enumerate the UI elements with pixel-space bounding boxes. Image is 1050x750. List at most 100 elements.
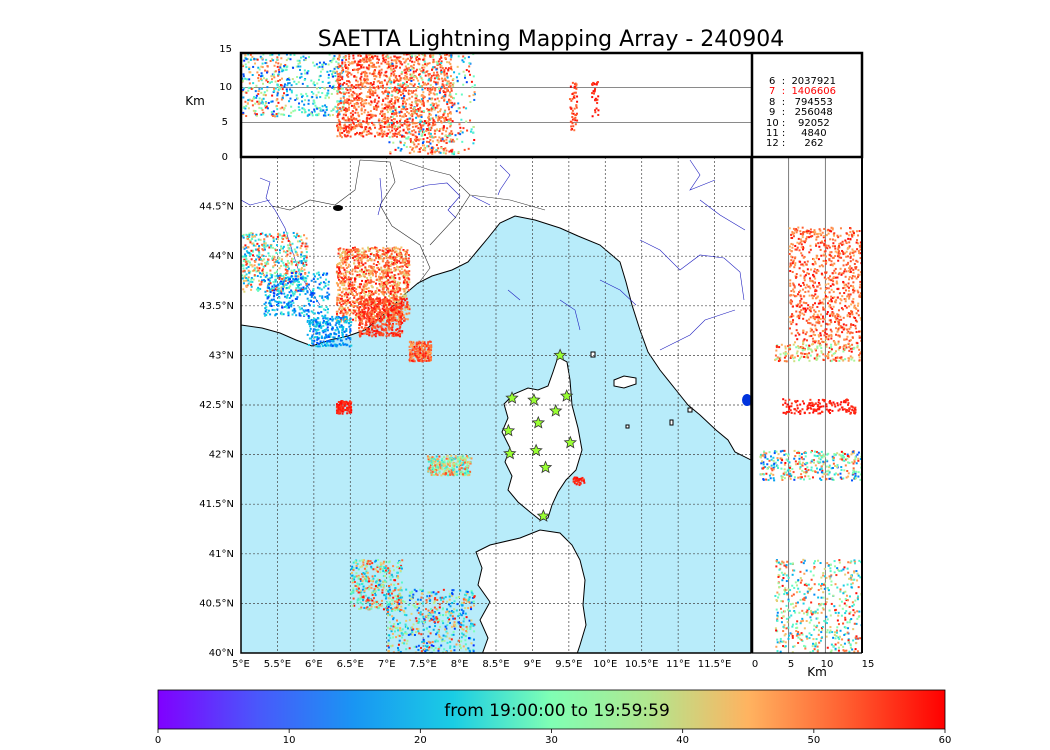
lightning-source	[386, 283, 389, 286]
altitude-source	[387, 95, 390, 98]
altitude-source	[327, 96, 330, 99]
lightning-source	[367, 255, 370, 258]
lightning-source	[306, 245, 309, 248]
altitude-source	[244, 107, 247, 110]
altitude-source	[436, 71, 439, 74]
lightning-source	[325, 323, 328, 326]
lightning-source	[350, 344, 353, 347]
lightning-source	[245, 284, 248, 287]
altitude-source	[393, 55, 396, 58]
altitude-source	[356, 64, 359, 67]
lightning-source	[311, 311, 314, 314]
altitude-source	[327, 89, 330, 92]
altitude-source	[276, 58, 279, 61]
altitude-source	[374, 126, 377, 129]
altitude-source	[402, 135, 405, 138]
altitude-source	[324, 63, 327, 66]
altitude-source	[377, 72, 380, 75]
altitude-source	[377, 100, 380, 103]
altitude-source	[431, 86, 434, 89]
altitude-source	[461, 131, 464, 134]
lightning-source	[246, 284, 249, 287]
lightning-source	[390, 260, 393, 263]
lightning-source	[311, 292, 314, 295]
altitude-source	[412, 84, 415, 87]
altitude-source	[570, 120, 573, 123]
altitude-source	[418, 54, 421, 57]
altitude-source	[310, 90, 313, 93]
altitude-source	[355, 84, 358, 87]
altitude-source	[414, 110, 417, 113]
lightning-source	[343, 308, 346, 311]
altitude-source	[409, 73, 412, 76]
lightning-source	[267, 258, 270, 261]
lightning-source	[391, 317, 394, 320]
altitude-source	[271, 53, 274, 56]
altitude-source	[409, 59, 412, 62]
lightning-source	[408, 305, 411, 308]
lightning-source	[310, 291, 313, 294]
altitude-source	[338, 83, 341, 86]
lightning-source	[285, 286, 288, 289]
altitude-source	[327, 73, 330, 76]
lightning-source	[374, 282, 377, 285]
lightning-source	[284, 251, 287, 254]
altitude-source	[419, 129, 422, 132]
lightning-source	[360, 251, 363, 254]
altitude-source	[384, 121, 387, 124]
lightning-source	[242, 264, 245, 267]
lightning-source	[322, 273, 325, 276]
altitude-source	[395, 60, 398, 63]
lightning-source	[400, 265, 403, 268]
lightning-source	[364, 262, 367, 265]
altitude-source	[338, 113, 341, 116]
lightning-source	[357, 251, 360, 254]
altitude-source	[267, 101, 270, 104]
lightning-source	[321, 314, 324, 317]
lightning-source	[351, 292, 354, 295]
altitude-source	[368, 66, 371, 69]
altitude-source	[399, 149, 402, 152]
lightning-source	[314, 325, 317, 328]
altitude-source	[441, 116, 444, 119]
altitude-source	[339, 133, 342, 136]
altitude-source	[357, 83, 360, 86]
lightning-source	[399, 326, 402, 328]
altitude-source	[398, 89, 401, 92]
altitude-source	[272, 74, 275, 77]
altitude-source	[447, 135, 450, 138]
lightning-source	[263, 242, 266, 245]
lightning-source	[318, 342, 321, 345]
altitude-source	[593, 83, 596, 86]
lightning-source	[282, 261, 285, 264]
altitude-source	[393, 89, 396, 92]
lightning-source	[341, 251, 344, 254]
altitude-source	[414, 101, 417, 104]
lightning-source	[294, 236, 297, 239]
lightning-source	[404, 280, 407, 283]
altitude-source	[425, 130, 428, 133]
lightning-source	[254, 239, 257, 242]
lightning-source	[348, 250, 351, 253]
lightning-source	[368, 312, 371, 315]
altitude-source	[377, 96, 380, 99]
altitude-source	[418, 108, 421, 111]
lightning-source	[299, 240, 302, 243]
lightning-source	[378, 279, 381, 282]
lightning-source	[304, 245, 307, 248]
lightning-source	[365, 330, 368, 333]
altitude-source	[373, 135, 376, 138]
altitude-source	[339, 85, 342, 88]
lightning-source	[288, 304, 291, 307]
altitude-source	[440, 137, 443, 140]
altitude-source	[387, 66, 390, 69]
lightning-source	[369, 276, 372, 279]
altitude-source	[391, 112, 394, 115]
altitude-source	[244, 100, 247, 103]
lightning-source	[391, 311, 394, 314]
lightning-source	[298, 312, 301, 315]
altitude-source	[473, 93, 476, 96]
altitude-source	[336, 100, 339, 103]
lightning-source	[406, 303, 409, 306]
lightning-source	[284, 277, 287, 280]
